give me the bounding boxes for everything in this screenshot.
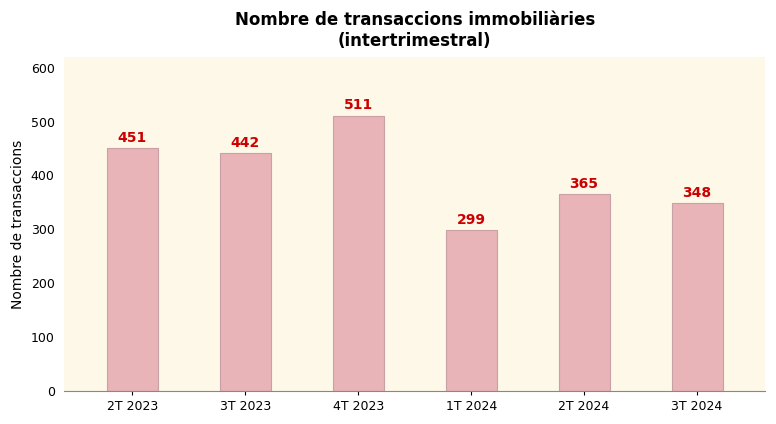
Text: 442: 442 [230, 136, 260, 150]
Y-axis label: Nombre de transaccions: Nombre de transaccions [11, 139, 25, 309]
Text: 451: 451 [117, 131, 147, 145]
Bar [107, 148, 158, 391]
Text: 365: 365 [570, 177, 598, 191]
Bar [445, 230, 497, 391]
Bar [220, 153, 271, 391]
Bar [333, 116, 383, 391]
Text: 299: 299 [456, 212, 486, 227]
Bar [672, 204, 722, 391]
Title: Nombre de transaccions immobiliàries
(intertrimestral): Nombre de transaccions immobiliàries (in… [234, 11, 594, 50]
Bar [559, 194, 609, 391]
Text: 511: 511 [344, 98, 372, 112]
Text: 348: 348 [683, 186, 712, 200]
